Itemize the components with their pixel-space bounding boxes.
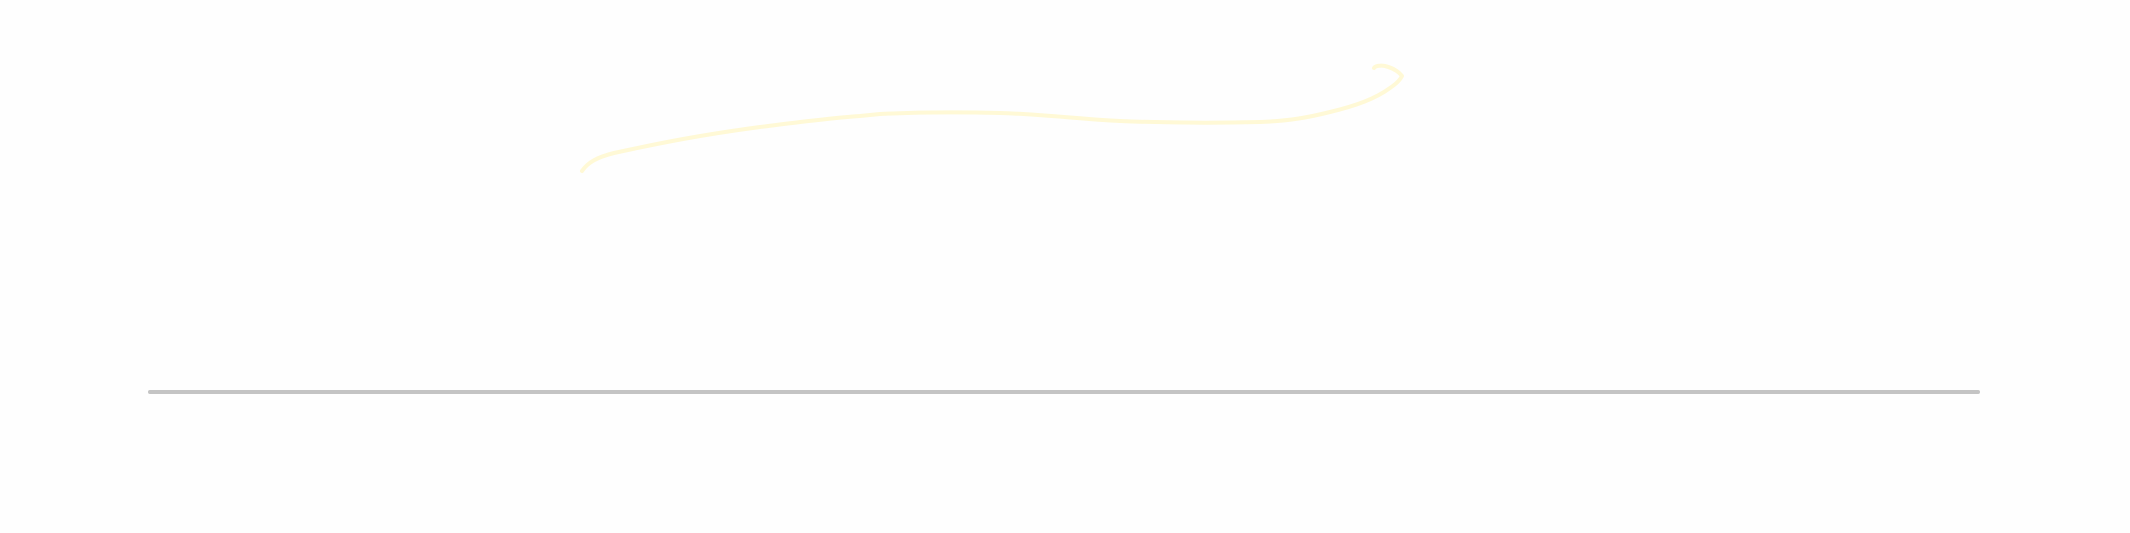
freehand-stroke[interactable] — [580, 63, 1404, 173]
baseline-divider — [148, 390, 1980, 394]
